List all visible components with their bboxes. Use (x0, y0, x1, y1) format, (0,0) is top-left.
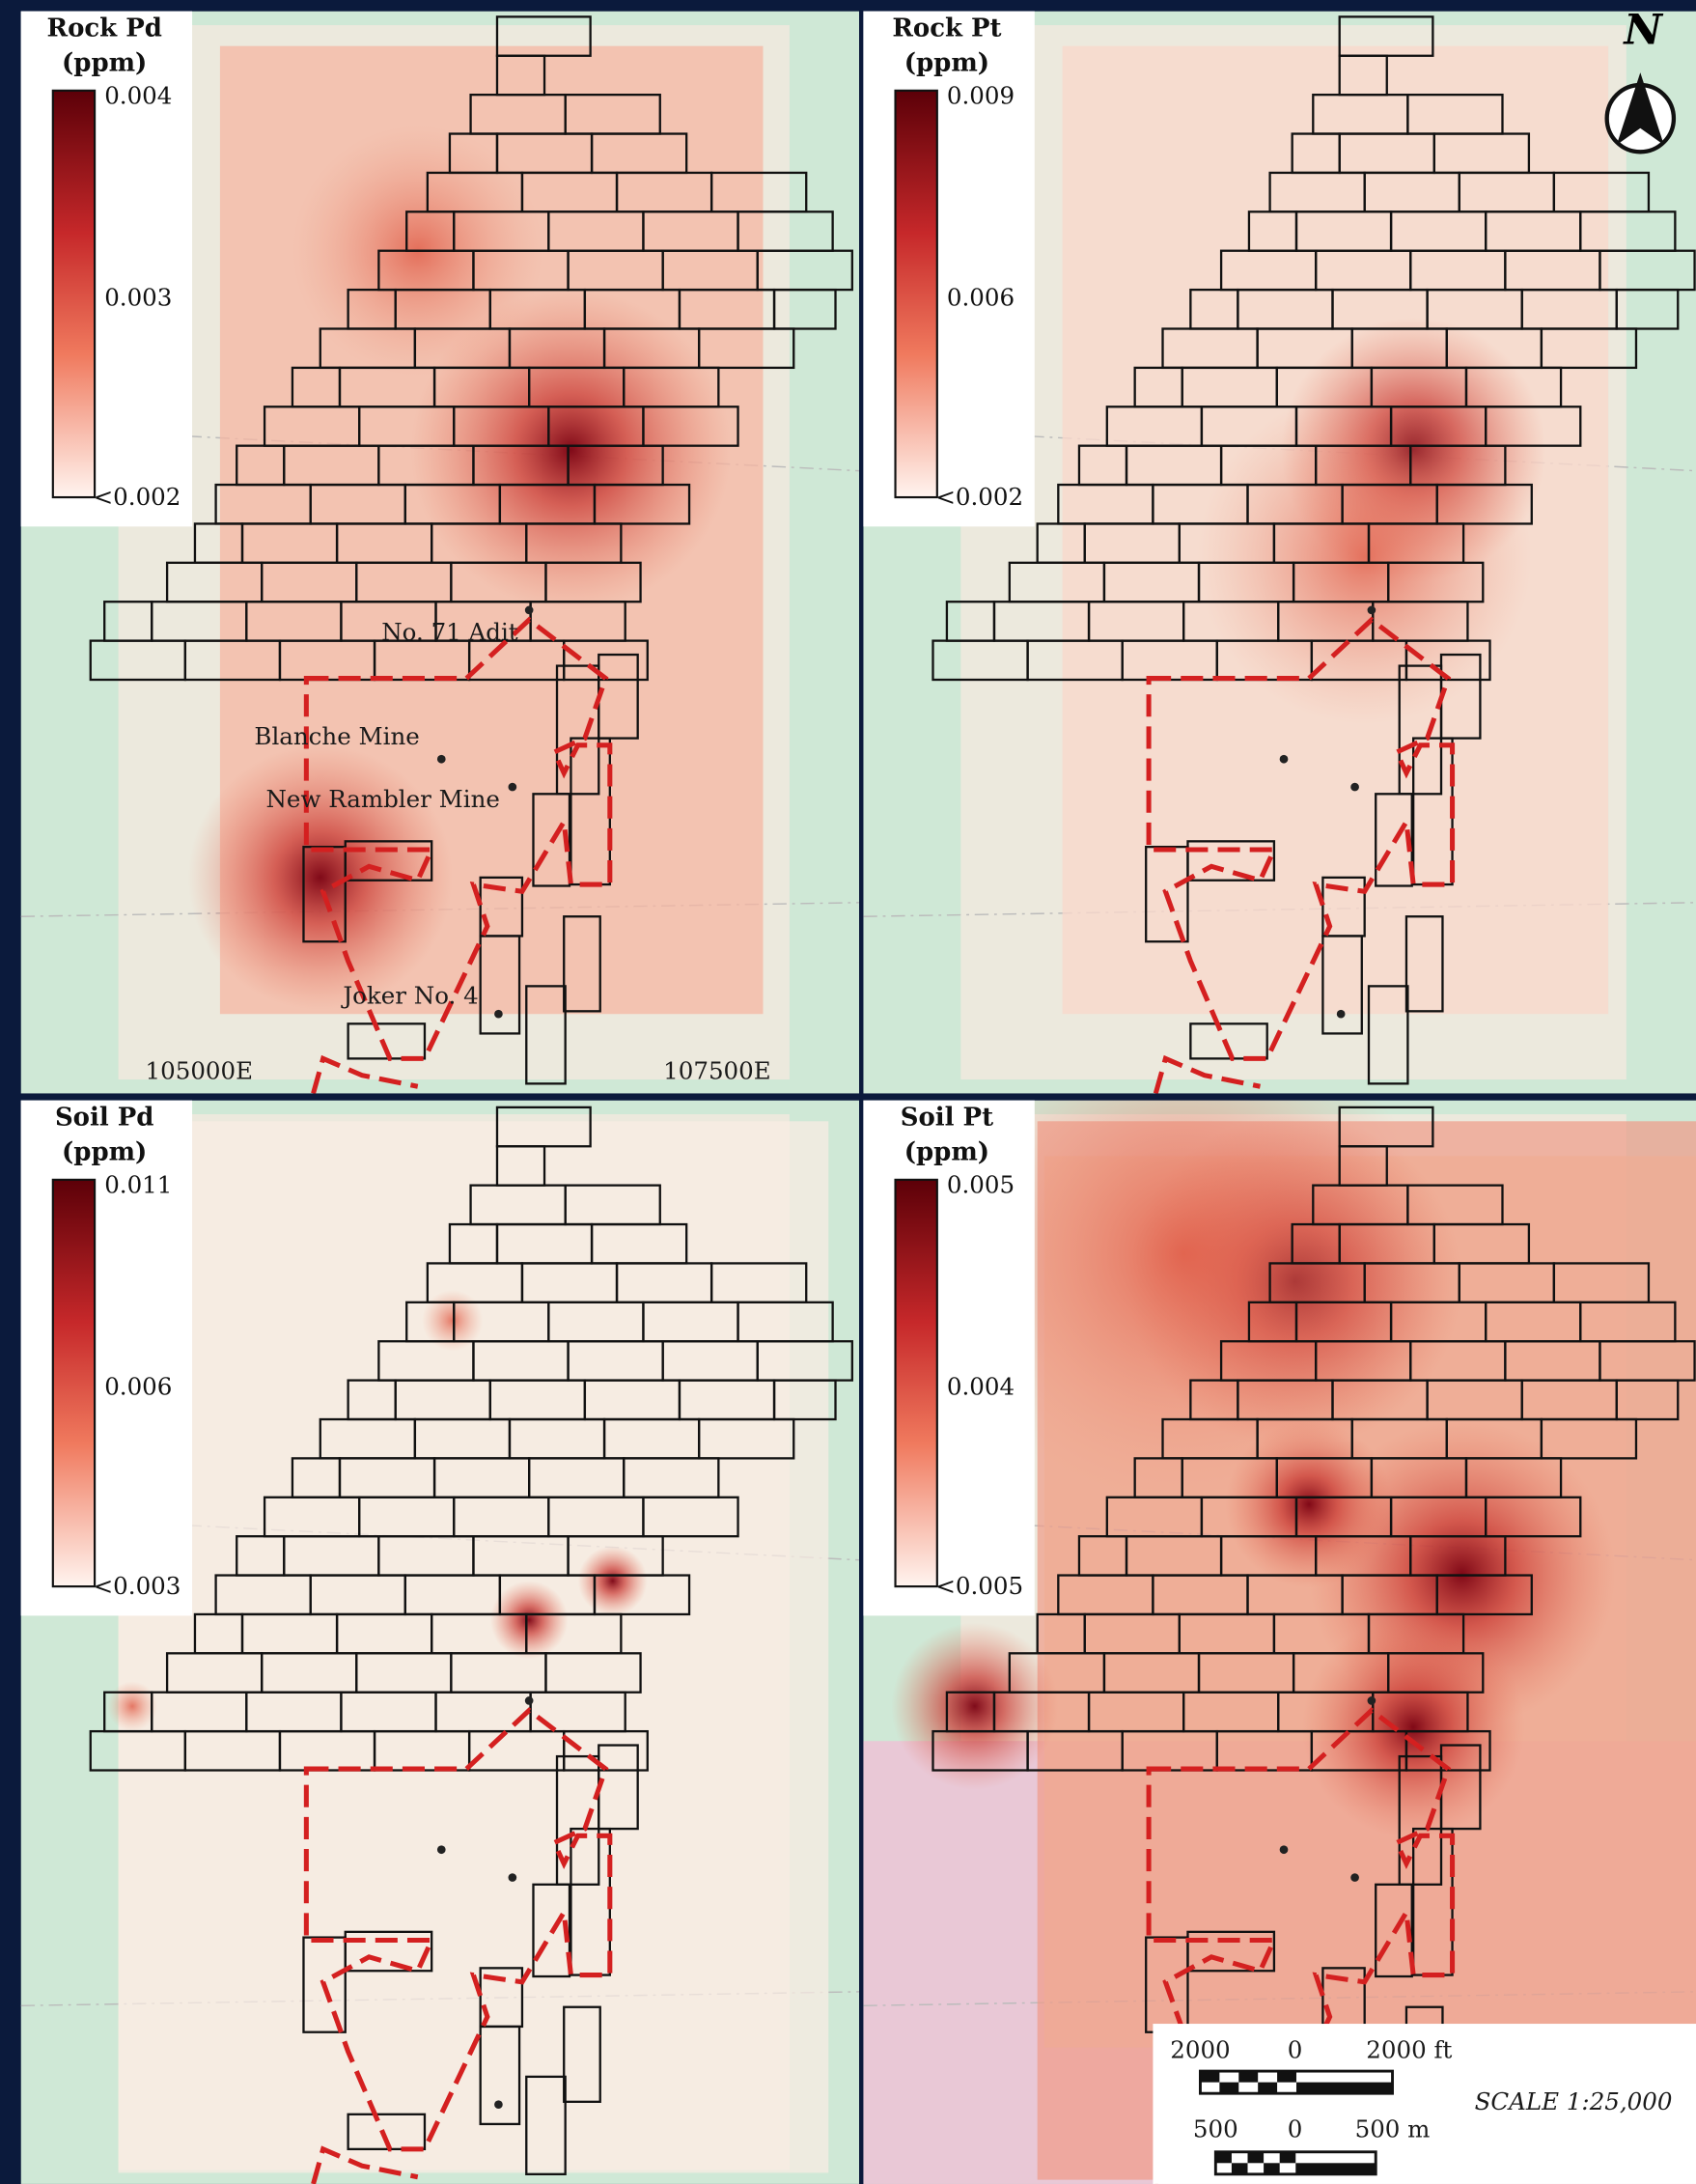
legend-unit: (ppm) (62, 1137, 147, 1166)
scale-seg (1215, 2152, 1232, 2164)
mine-label: No. 71 Adit (381, 618, 518, 646)
scale-label: 0 (1288, 2115, 1303, 2143)
legend-bar (896, 91, 937, 497)
anomaly (891, 1623, 1058, 1790)
mine-label: Blanche Mine (254, 722, 419, 750)
mine-symbol (494, 2100, 503, 2109)
legend-min: <0.002 (935, 483, 1023, 511)
easting-label: 107500E (663, 1056, 770, 1084)
legend-max: 0.004 (104, 82, 172, 110)
mine-label: Joker No. 4 (340, 981, 478, 1009)
easting-label: 105000E (146, 1056, 253, 1084)
mine-symbol (437, 1845, 446, 1854)
anomaly (490, 1581, 569, 1659)
scale-seg (1248, 2152, 1265, 2164)
scale-label: 2000 (1170, 2035, 1230, 2063)
mine-symbol (1280, 1845, 1289, 1854)
anomaly (578, 1546, 648, 1615)
legend-mid: 0.004 (947, 1373, 1015, 1401)
anomaly (107, 1681, 157, 1731)
legend-max: 0.009 (947, 82, 1015, 110)
mine-symbol (1337, 1010, 1346, 1019)
scale-seg (1280, 2152, 1296, 2164)
scale-seg (1258, 2083, 1277, 2094)
mine-symbol (1368, 606, 1376, 615)
heatmap (119, 1121, 829, 2172)
scale-label: 500 m (1355, 2115, 1431, 2143)
legend-min: <0.002 (94, 483, 181, 511)
mine-label: New Rambler Mine (265, 785, 499, 813)
scale-seg (1232, 2163, 1248, 2174)
mine-symbol (1280, 755, 1289, 764)
mine-symbol (494, 1010, 503, 1019)
mine-symbol (509, 1873, 517, 1882)
scale-ratio: SCALE 1:25,000 (1475, 2087, 1673, 2115)
scale-seg (1296, 2083, 1393, 2094)
legend-min: <0.005 (935, 1572, 1023, 1600)
mine-symbol (525, 606, 534, 615)
legend-bar (53, 1180, 95, 1586)
mine-symbol (1350, 1873, 1359, 1882)
scale-seg (1200, 2071, 1219, 2083)
mine-symbol (1350, 783, 1359, 792)
legend-mid: 0.003 (104, 284, 172, 312)
scale-label: 0 (1288, 2035, 1303, 2063)
legend-mid: 0.006 (947, 284, 1015, 312)
legend-min: <0.003 (94, 1572, 181, 1600)
legend-title: Rock Pd (47, 14, 162, 42)
anomaly (1198, 390, 1532, 724)
map-figure: Rock Pd (ppm) 0.004 0.003 <0.002 Rock Pt (ppm)… (0, 0, 1696, 2184)
mine-symbol (525, 1696, 534, 1705)
legend-max: 0.005 (947, 1171, 1015, 1199)
legend-mid: 0.006 (104, 1373, 172, 1401)
anomaly (1302, 1615, 1525, 1838)
mine-symbol (509, 783, 517, 792)
legend-unit: (ppm) (904, 1137, 989, 1166)
scale-label: 2000 ft (1366, 2035, 1452, 2063)
mine-symbol (1368, 1696, 1376, 1705)
scale-seg (1277, 2071, 1296, 2083)
legend-title: Soil Pt (901, 1103, 993, 1132)
legend-max: 0.011 (104, 1171, 172, 1199)
legend-unit: (ppm) (904, 48, 989, 77)
legend-bar (53, 91, 95, 497)
scale-seg (1295, 2163, 1376, 2174)
legend-title: Rock Pt (892, 14, 1001, 42)
legend-title: Soil Pd (55, 1103, 153, 1132)
legend-bar (896, 1180, 937, 1586)
scale-seg (1238, 2071, 1258, 2083)
scale-seg (1264, 2163, 1280, 2174)
mine-symbol (437, 755, 446, 764)
scale-seg (1219, 2083, 1238, 2094)
legend-unit: (ppm) (62, 48, 147, 77)
north-label: N (1622, 6, 1663, 55)
scale-label: 500 (1193, 2115, 1238, 2143)
